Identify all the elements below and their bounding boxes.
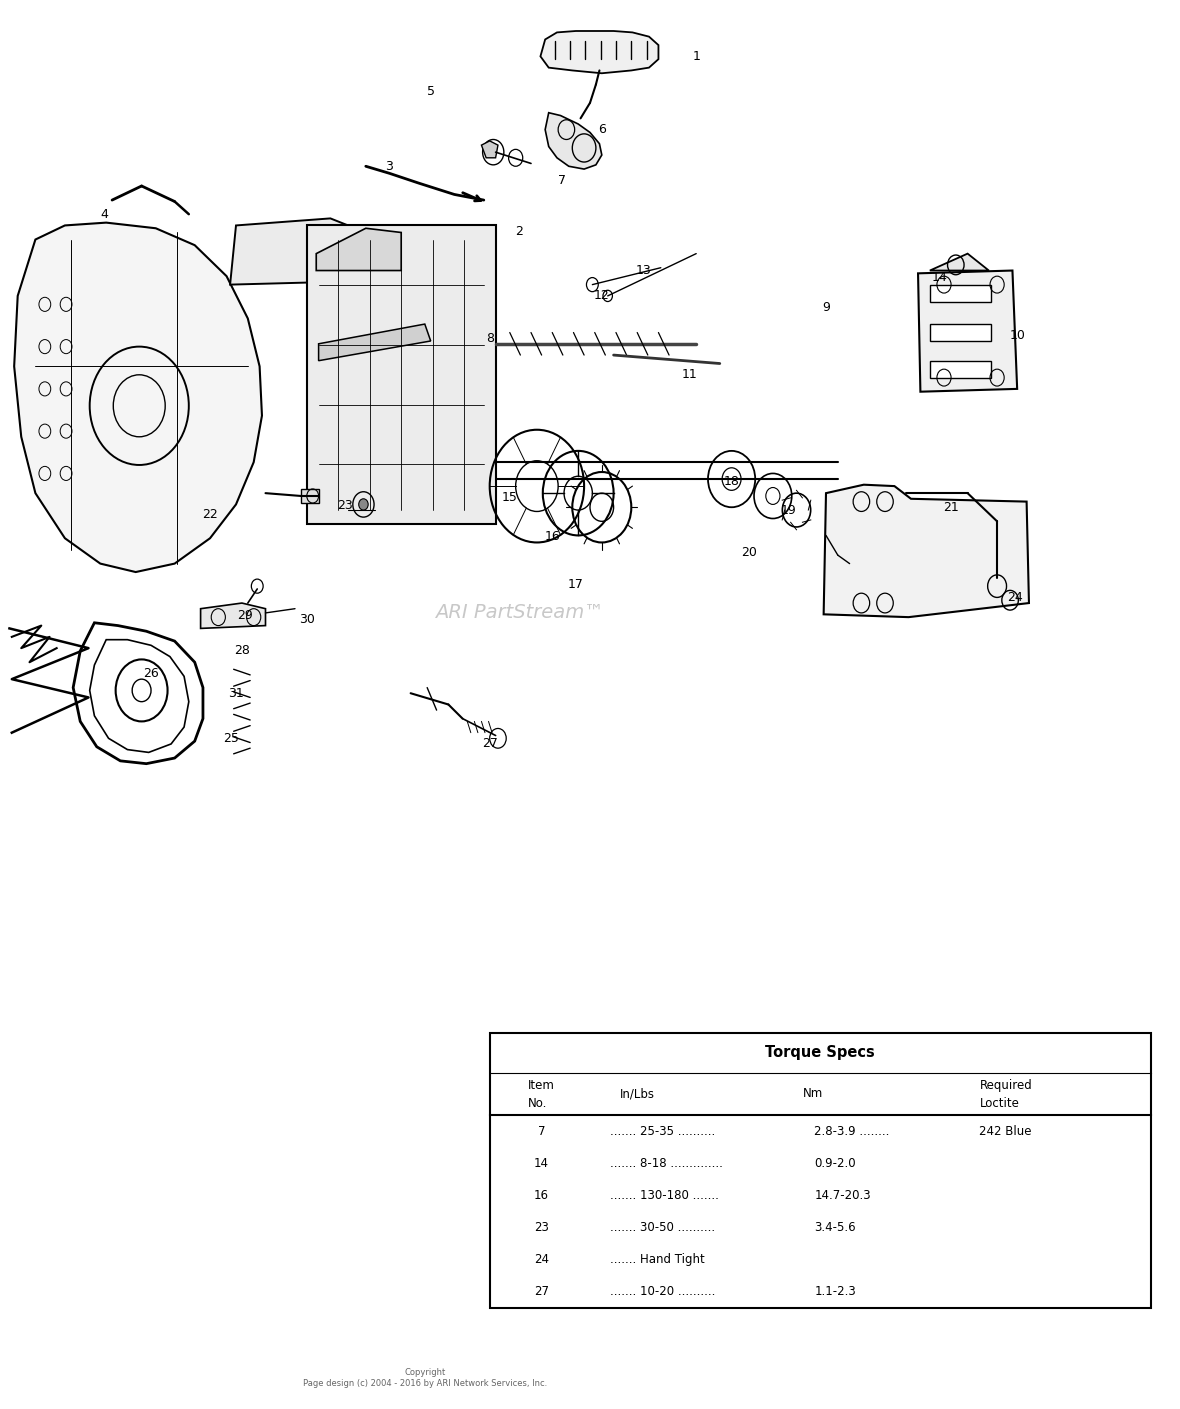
Text: 18: 18 bbox=[723, 475, 740, 489]
Text: Required: Required bbox=[979, 1079, 1032, 1092]
Text: ....... Hand Tight: ....... Hand Tight bbox=[610, 1253, 704, 1265]
Text: ....... 10-20 ..........: ....... 10-20 .......... bbox=[610, 1285, 715, 1298]
Polygon shape bbox=[14, 223, 262, 572]
Text: 23: 23 bbox=[336, 499, 353, 513]
Text: No.: No. bbox=[527, 1096, 546, 1110]
Circle shape bbox=[359, 499, 368, 510]
Polygon shape bbox=[201, 603, 266, 628]
Text: 21: 21 bbox=[943, 500, 959, 514]
Text: 10: 10 bbox=[1009, 328, 1025, 342]
Text: ....... 25-35 ..........: ....... 25-35 .......... bbox=[610, 1124, 715, 1137]
Text: 3.4-5.6: 3.4-5.6 bbox=[814, 1222, 856, 1234]
Polygon shape bbox=[301, 489, 319, 503]
Polygon shape bbox=[930, 285, 991, 302]
Text: 13: 13 bbox=[635, 263, 651, 278]
Polygon shape bbox=[930, 254, 989, 271]
Text: 4: 4 bbox=[100, 207, 107, 221]
Text: 11: 11 bbox=[681, 368, 697, 382]
Text: ....... 30-50 ..........: ....... 30-50 .......... bbox=[610, 1222, 715, 1234]
Text: 15: 15 bbox=[502, 490, 518, 504]
Text: 5: 5 bbox=[427, 85, 434, 99]
Text: 0.9-2.0: 0.9-2.0 bbox=[814, 1157, 856, 1169]
Text: ....... 130-180 .......: ....... 130-180 ....... bbox=[610, 1189, 719, 1202]
Text: 7: 7 bbox=[538, 1124, 545, 1137]
Polygon shape bbox=[930, 361, 991, 378]
Text: 3: 3 bbox=[386, 159, 393, 173]
Text: 29: 29 bbox=[237, 609, 254, 623]
Polygon shape bbox=[824, 485, 1029, 617]
Polygon shape bbox=[930, 324, 991, 341]
Polygon shape bbox=[230, 218, 348, 285]
Text: 8: 8 bbox=[486, 331, 493, 345]
Text: 23: 23 bbox=[535, 1222, 549, 1234]
Text: 24: 24 bbox=[1007, 590, 1023, 604]
Polygon shape bbox=[316, 228, 401, 271]
Polygon shape bbox=[307, 225, 496, 524]
Text: 12: 12 bbox=[594, 289, 610, 303]
Text: 1.1-2.3: 1.1-2.3 bbox=[814, 1285, 856, 1298]
Polygon shape bbox=[481, 141, 498, 158]
Polygon shape bbox=[540, 31, 658, 73]
Text: 16: 16 bbox=[544, 530, 560, 544]
Text: ARI PartStream™: ARI PartStream™ bbox=[434, 603, 604, 623]
Text: 26: 26 bbox=[143, 666, 159, 681]
Text: Nm: Nm bbox=[802, 1088, 822, 1100]
Text: In/Lbs: In/Lbs bbox=[620, 1088, 655, 1100]
Text: 6: 6 bbox=[598, 123, 605, 137]
Text: 30: 30 bbox=[299, 613, 315, 627]
Text: Loctite: Loctite bbox=[979, 1096, 1020, 1110]
Text: 14: 14 bbox=[931, 271, 948, 285]
Text: 17: 17 bbox=[568, 578, 584, 592]
Text: 2.8-3.9 ........: 2.8-3.9 ........ bbox=[814, 1124, 890, 1137]
Polygon shape bbox=[545, 113, 602, 169]
Text: 1: 1 bbox=[693, 49, 700, 63]
Text: 242 Blue: 242 Blue bbox=[979, 1124, 1031, 1137]
Text: 9: 9 bbox=[822, 300, 830, 314]
Text: 14.7-20.3: 14.7-20.3 bbox=[814, 1189, 871, 1202]
Text: Item: Item bbox=[527, 1079, 555, 1092]
Text: 19: 19 bbox=[780, 503, 796, 517]
Text: Copyright
Page design (c) 2004 - 2016 by ARI Network Services, Inc.: Copyright Page design (c) 2004 - 2016 by… bbox=[303, 1368, 546, 1388]
Text: 2: 2 bbox=[516, 224, 523, 238]
Text: 27: 27 bbox=[481, 737, 498, 751]
Text: Torque Specs: Torque Specs bbox=[765, 1045, 876, 1060]
Polygon shape bbox=[918, 271, 1017, 392]
FancyBboxPatch shape bbox=[490, 1033, 1150, 1308]
Text: 27: 27 bbox=[535, 1285, 549, 1298]
Text: 22: 22 bbox=[202, 507, 218, 521]
Text: 16: 16 bbox=[535, 1189, 549, 1202]
Text: 31: 31 bbox=[228, 686, 244, 700]
Text: 24: 24 bbox=[535, 1253, 549, 1265]
Text: 7: 7 bbox=[558, 173, 565, 187]
Text: 20: 20 bbox=[741, 545, 758, 559]
Polygon shape bbox=[319, 324, 431, 361]
Text: 28: 28 bbox=[234, 644, 250, 658]
Text: 14: 14 bbox=[535, 1157, 549, 1169]
Text: ....... 8-18 ..............: ....... 8-18 .............. bbox=[610, 1157, 723, 1169]
Text: 25: 25 bbox=[223, 731, 240, 745]
